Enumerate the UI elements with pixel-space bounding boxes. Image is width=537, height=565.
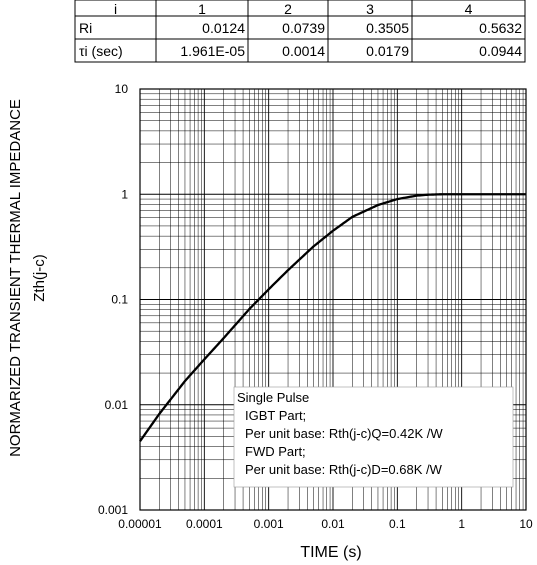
table-cell: 0.5632: [479, 20, 522, 36]
legend-background: [233, 386, 514, 488]
plot-frame: [139, 88, 527, 511]
x-axis-label: TIME (s): [300, 544, 361, 561]
y-tick-label: 0.01: [105, 398, 129, 412]
legend-line: Per unit base: Rth(j-c)Q=0.42K /W: [245, 426, 443, 441]
table-cell: 0.0014: [282, 43, 325, 59]
table-cell: 0.0179: [366, 43, 409, 59]
table-cell: τi (sec): [79, 43, 123, 59]
x-tick-label: 0.00001: [118, 517, 162, 531]
y-tick-label: 10: [115, 82, 129, 96]
legend-line: Single Pulse: [237, 390, 309, 405]
rth-parameter-table: i 1 2 3 4 Ri 0.0124 0.0739 0.3505 0.5632 τi (sec) 1…: [74, 0, 526, 63]
y-tick-label: 0.001: [98, 503, 128, 517]
table-cell: 0.0944: [479, 43, 522, 59]
x-tick-label: 0.0001: [186, 517, 223, 531]
legend-line: FWD Part;: [245, 444, 306, 459]
x-tick-label: 0.001: [254, 517, 284, 531]
table-cell: 0.0739: [282, 20, 325, 36]
table-cell: 0.3505: [366, 20, 409, 36]
legend-box: Single Pulse IGBT Part; Per unit base: Rth…: [233, 386, 514, 488]
table-header-cell: 2: [284, 1, 292, 17]
table-cell: 1.961E-05: [180, 43, 245, 59]
y-tick-label: 1: [121, 187, 128, 201]
table-header-cell: i: [114, 1, 117, 17]
legend-line: IGBT Part;: [245, 408, 306, 423]
table-cell: Ri: [79, 20, 92, 36]
y-tick-label: 0.1: [111, 293, 128, 307]
table-header-cell: 1: [198, 1, 206, 17]
y-axis-label: NORMARIZED TRANSIENT THERMAL IMPEDANCE: [7, 99, 24, 457]
x-tick-label: 1: [458, 517, 465, 531]
x-tick-label: 10: [519, 517, 533, 531]
legend-line: Per unit base: Rth(j-c)D=0.68K /W: [245, 462, 443, 477]
x-tick-label: 0.01: [321, 517, 345, 531]
table-header-cell: 4: [465, 1, 473, 17]
zth-curve: [139, 193, 526, 442]
table-cell-border: [411, 38, 526, 63]
table-cell: 0.0124: [202, 20, 245, 36]
table-header-cell: 3: [366, 1, 374, 17]
x-tick-label: 0.1: [389, 517, 406, 531]
y-axis-label-symbol: Zth(j-c): [31, 254, 48, 302]
